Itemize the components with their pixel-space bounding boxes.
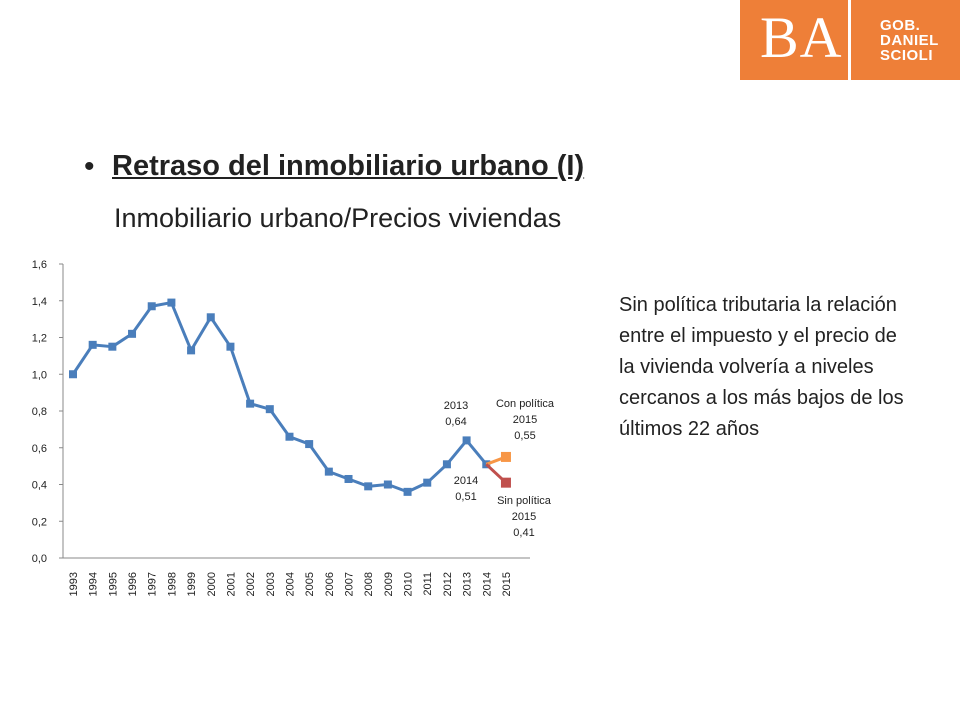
page-subtitle: Inmobiliario urbano/Precios viviendas [114, 203, 562, 233]
data-point [285, 432, 294, 441]
y-tick-label: 0,8 [32, 406, 47, 418]
y-tick-label: 0,0 [32, 553, 47, 565]
y-tick-label: 0,2 [32, 516, 47, 528]
logo-ba-text: BA [760, 5, 843, 70]
data-point [69, 370, 77, 379]
data-point [305, 440, 314, 449]
data-label: 0,64 [445, 416, 466, 428]
x-tick-label: 2011 [422, 572, 434, 596]
data-point [147, 302, 156, 311]
data-label: 2015 [513, 414, 537, 426]
series-line-main [71, 301, 488, 494]
logo-separator [848, 0, 851, 80]
x-tick-label: 2008 [363, 572, 375, 596]
x-tick-label: 1993 [68, 572, 80, 596]
brand-logo: BA GOB. DANIEL SCIOLI [740, 0, 960, 80]
x-tick-label: 2002 [245, 572, 257, 596]
x-tick-label: 2015 [501, 572, 513, 596]
data-point [206, 313, 215, 322]
data-point [403, 487, 412, 496]
logo-line-2: DANIEL [880, 32, 939, 49]
x-tick-label: 2012 [442, 572, 454, 596]
y-tick-label: 1,4 [32, 296, 47, 308]
x-tick-label: 2009 [383, 572, 395, 596]
data-point [167, 298, 176, 307]
data-label: 2015 [512, 511, 536, 523]
y-tick-label: 1,2 [32, 333, 47, 345]
data-point [383, 480, 392, 489]
data-point [442, 460, 451, 469]
data-label: Con política [496, 398, 555, 410]
x-tick-label: 2007 [344, 572, 356, 596]
data-point [344, 474, 353, 483]
x-tick-label: 1994 [88, 572, 100, 596]
data-point [364, 482, 373, 491]
data-point [108, 342, 117, 351]
data-label: 2014 [454, 475, 478, 487]
data-point [226, 342, 235, 351]
logo-gob-text: GOB. DANIEL SCIOLI [880, 18, 939, 63]
logo-line-3: SCIOLI [880, 47, 934, 64]
data-point [462, 436, 471, 445]
y-tick-label: 1,0 [32, 369, 47, 381]
data-point-sin-politica [500, 477, 511, 488]
x-tick-label: 2003 [265, 572, 277, 596]
x-tick-label: 1995 [107, 572, 119, 596]
data-point [88, 340, 97, 349]
data-point [265, 405, 274, 414]
page-title: Retraso del inmobiliario urbano (I) [112, 150, 585, 182]
data-point-con-politica [500, 451, 511, 462]
data-point [187, 346, 196, 355]
logo-line-1: GOB. [880, 17, 921, 34]
x-tick-label: 2006 [324, 572, 336, 596]
x-tick-label: 1999 [186, 572, 198, 596]
y-tick-label: 0,4 [32, 480, 47, 492]
x-tick-label: 2010 [403, 572, 415, 596]
x-tick-label: 2013 [462, 572, 474, 596]
x-tick-label: 2014 [481, 572, 493, 596]
data-point [246, 399, 255, 408]
y-tick-label: 1,6 [32, 259, 47, 271]
x-tick-label: 2000 [206, 572, 218, 596]
x-tick-label: 2001 [225, 572, 237, 596]
data-label: 2013 [444, 400, 468, 412]
x-tick-label: 1998 [166, 572, 178, 596]
data-label: 0,41 [513, 527, 534, 539]
data-label: Sin política [497, 495, 552, 507]
data-point [423, 478, 432, 487]
x-tick-label: 2005 [304, 572, 316, 596]
x-tick-label: 2004 [284, 572, 296, 596]
data-label: 0,51 [455, 491, 476, 503]
data-label: 0,55 [514, 430, 535, 442]
y-tick-label: 0,6 [32, 443, 47, 455]
x-tick-label: 1996 [127, 572, 139, 596]
x-tick-label: 1997 [147, 572, 159, 596]
bullet-icon: • [84, 150, 95, 183]
data-point [128, 329, 137, 338]
explanation-text: Sin política tributaria la relación entr… [619, 294, 904, 440]
data-point [324, 467, 333, 476]
